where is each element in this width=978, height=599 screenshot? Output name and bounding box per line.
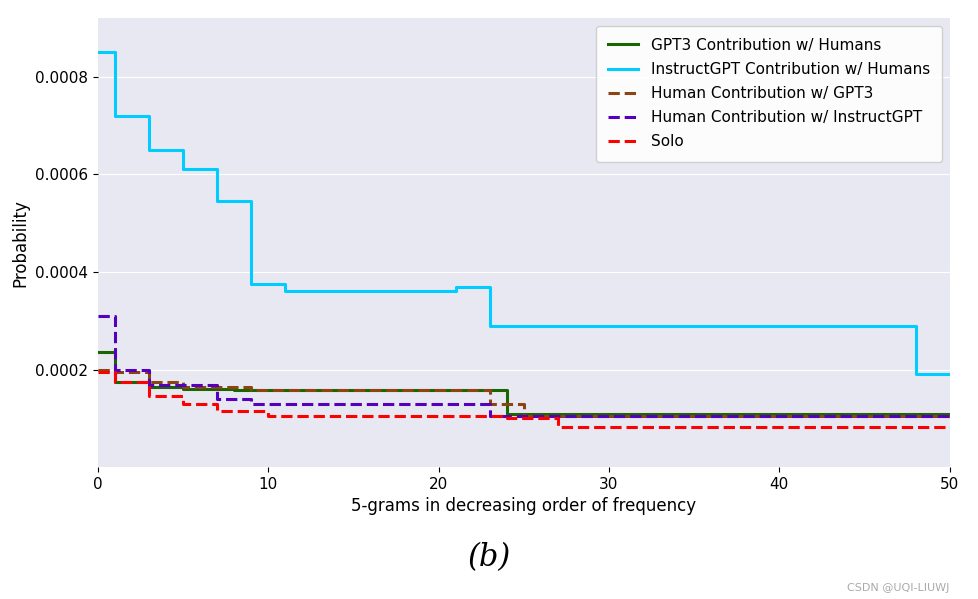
InstructGPT Contribution w/ Humans bbox=[467, 283, 478, 290]
InstructGPT Contribution w/ Humans bbox=[279, 288, 290, 295]
InstructGPT Contribution w/ Humans bbox=[501, 322, 512, 329]
Human Contribution w/ InstructGPT bbox=[160, 382, 172, 389]
GPT3 Contribution w/ Humans bbox=[501, 410, 512, 417]
Text: (b): (b) bbox=[467, 541, 511, 573]
Solo bbox=[143, 393, 155, 400]
Text: CSDN @UQI-LIUWJ: CSDN @UQI-LIUWJ bbox=[846, 583, 949, 593]
Line: Human Contribution w/ GPT3: Human Contribution w/ GPT3 bbox=[98, 370, 949, 416]
Solo bbox=[279, 412, 290, 419]
InstructGPT Contribution w/ Humans bbox=[228, 198, 240, 205]
InstructGPT Contribution w/ Humans bbox=[262, 280, 274, 288]
X-axis label: 5-grams in decreasing order of frequency: 5-grams in decreasing order of frequency bbox=[351, 498, 695, 516]
Solo bbox=[517, 415, 529, 422]
GPT3 Contribution w/ Humans bbox=[92, 349, 104, 356]
InstructGPT Contribution w/ Humans bbox=[177, 166, 189, 173]
Human Contribution w/ InstructGPT bbox=[109, 366, 120, 373]
Human Contribution w/ InstructGPT bbox=[228, 395, 240, 403]
Human Contribution w/ GPT3 bbox=[467, 386, 478, 394]
Human Contribution w/ GPT3 bbox=[160, 378, 172, 385]
Solo bbox=[211, 407, 223, 415]
Line: Solo: Solo bbox=[98, 372, 949, 427]
Human Contribution w/ GPT3 bbox=[126, 368, 138, 376]
InstructGPT Contribution w/ Humans bbox=[109, 112, 120, 119]
GPT3 Contribution w/ Humans bbox=[143, 383, 155, 390]
GPT3 Contribution w/ Humans bbox=[109, 378, 120, 385]
InstructGPT Contribution w/ Humans bbox=[449, 283, 461, 290]
Line: GPT3 Contribution w/ Humans: GPT3 Contribution w/ Humans bbox=[98, 352, 949, 413]
Human Contribution w/ GPT3 bbox=[92, 366, 104, 373]
Solo bbox=[552, 423, 563, 431]
InstructGPT Contribution w/ Humans bbox=[126, 112, 138, 119]
Human Contribution w/ InstructGPT bbox=[92, 312, 104, 319]
Solo bbox=[109, 378, 120, 385]
GPT3 Contribution w/ Humans bbox=[126, 378, 138, 385]
Solo bbox=[92, 368, 104, 376]
Human Contribution w/ GPT3 bbox=[943, 412, 955, 419]
GPT3 Contribution w/ Humans bbox=[943, 410, 955, 417]
InstructGPT Contribution w/ Humans bbox=[143, 146, 155, 153]
GPT3 Contribution w/ Humans bbox=[228, 386, 240, 394]
Human Contribution w/ InstructGPT bbox=[126, 366, 138, 373]
InstructGPT Contribution w/ Humans bbox=[892, 322, 904, 329]
GPT3 Contribution w/ Humans bbox=[211, 386, 223, 393]
Solo bbox=[194, 400, 205, 407]
Human Contribution w/ GPT3 bbox=[177, 383, 189, 390]
Human Contribution w/ GPT3 bbox=[517, 412, 529, 419]
Human Contribution w/ InstructGPT bbox=[501, 412, 512, 419]
GPT3 Contribution w/ Humans bbox=[483, 386, 495, 394]
Human Contribution w/ GPT3 bbox=[109, 368, 120, 376]
Line: Human Contribution w/ InstructGPT: Human Contribution w/ InstructGPT bbox=[98, 316, 949, 416]
Line: InstructGPT Contribution w/ Humans: InstructGPT Contribution w/ Humans bbox=[98, 52, 949, 374]
InstructGPT Contribution w/ Humans bbox=[194, 166, 205, 173]
Human Contribution w/ GPT3 bbox=[245, 386, 257, 394]
Human Contribution w/ GPT3 bbox=[143, 378, 155, 385]
Human Contribution w/ InstructGPT bbox=[483, 412, 495, 419]
Solo bbox=[568, 423, 580, 431]
Solo bbox=[177, 400, 189, 407]
Y-axis label: Probability: Probability bbox=[12, 199, 29, 286]
InstructGPT Contribution w/ Humans bbox=[943, 371, 955, 378]
Human Contribution w/ GPT3 bbox=[483, 400, 495, 407]
InstructGPT Contribution w/ Humans bbox=[432, 288, 444, 295]
Human Contribution w/ InstructGPT bbox=[245, 400, 257, 407]
Solo bbox=[262, 412, 274, 419]
Human Contribution w/ GPT3 bbox=[501, 400, 512, 407]
InstructGPT Contribution w/ Humans bbox=[211, 198, 223, 205]
InstructGPT Contribution w/ Humans bbox=[909, 371, 920, 378]
GPT3 Contribution w/ Humans bbox=[177, 386, 189, 393]
Solo bbox=[943, 423, 955, 431]
Human Contribution w/ InstructGPT bbox=[467, 400, 478, 407]
InstructGPT Contribution w/ Humans bbox=[92, 49, 104, 56]
Human Contribution w/ InstructGPT bbox=[143, 382, 155, 389]
InstructGPT Contribution w/ Humans bbox=[245, 280, 257, 288]
Human Contribution w/ GPT3 bbox=[228, 383, 240, 390]
Human Contribution w/ InstructGPT bbox=[943, 412, 955, 419]
Legend: GPT3 Contribution w/ Humans, InstructGPT Contribution w/ Humans, Human Contribut: GPT3 Contribution w/ Humans, InstructGPT… bbox=[595, 26, 941, 162]
InstructGPT Contribution w/ Humans bbox=[160, 146, 172, 153]
InstructGPT Contribution w/ Humans bbox=[483, 322, 495, 329]
Human Contribution w/ InstructGPT bbox=[211, 395, 223, 403]
GPT3 Contribution w/ Humans bbox=[160, 383, 172, 390]
Solo bbox=[228, 407, 240, 415]
Solo bbox=[501, 415, 512, 422]
Solo bbox=[126, 378, 138, 385]
Solo bbox=[160, 393, 172, 400]
